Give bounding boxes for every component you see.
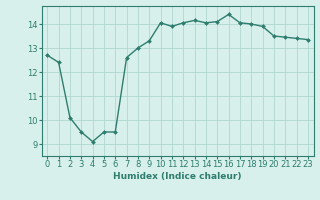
X-axis label: Humidex (Indice chaleur): Humidex (Indice chaleur) xyxy=(113,172,242,181)
